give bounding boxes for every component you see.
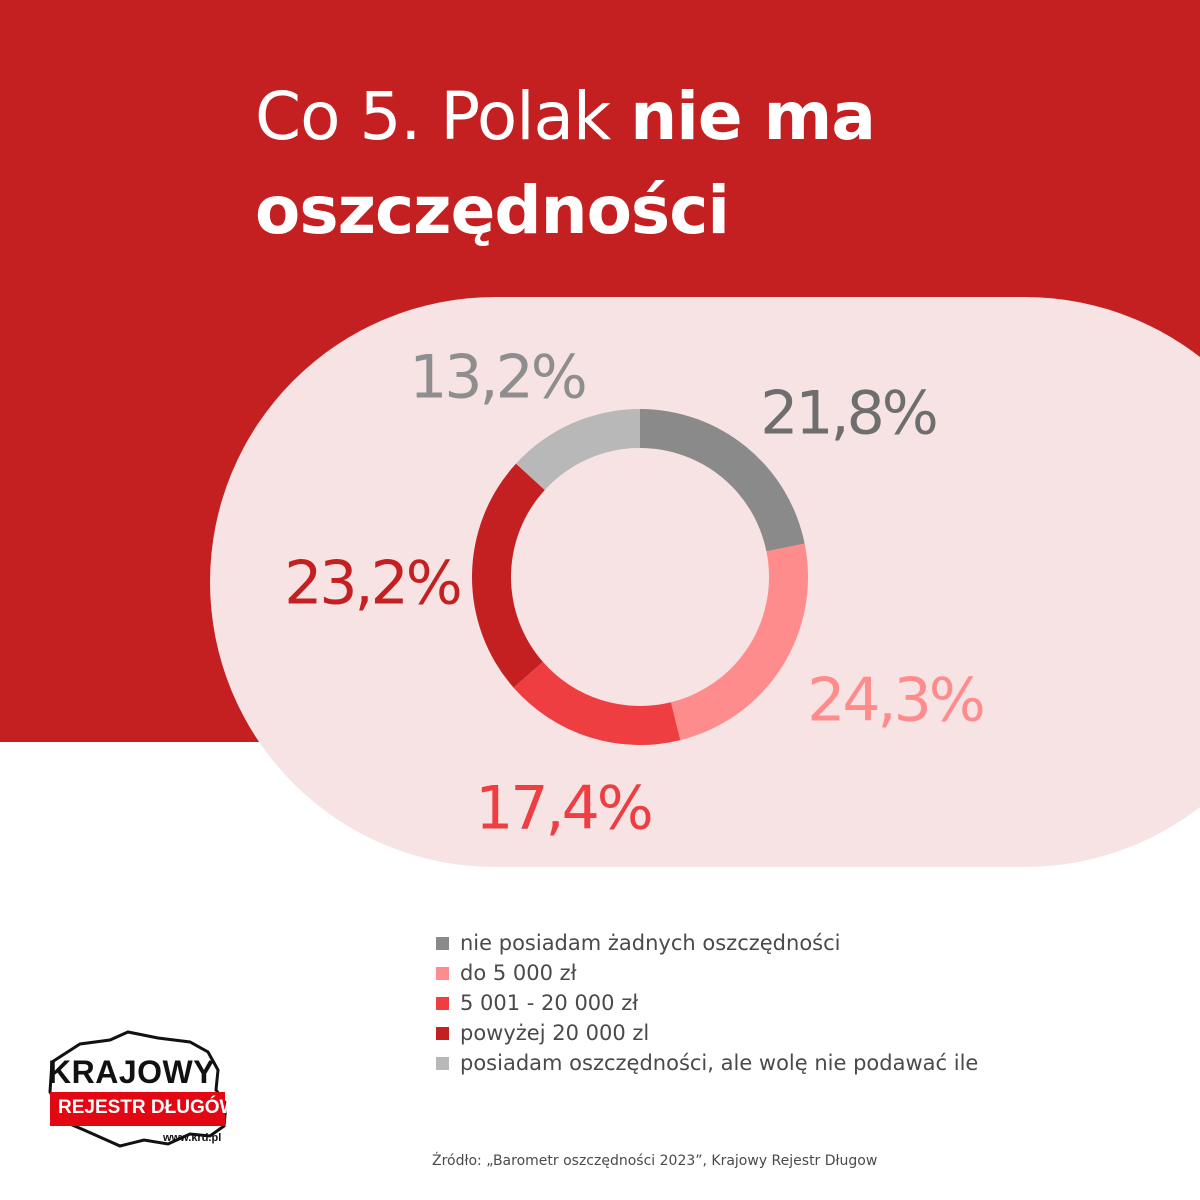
legend-item: 5 001 - 20 000 zł <box>436 988 978 1018</box>
legend-item: posiadam oszczędności, ale wolę nie poda… <box>436 1048 978 1078</box>
slice-percent-label: 24,3% <box>807 666 983 736</box>
slice-percent-label: 17,4% <box>475 774 651 844</box>
slice-percent-label: 21,8% <box>760 379 936 449</box>
legend-swatch <box>436 996 449 1010</box>
logo-text-line1: KRAJOWY <box>48 1054 216 1090</box>
donut-slice <box>513 661 681 745</box>
legend-item: powyżej 20 000 zl <box>436 1018 978 1048</box>
donut-slice <box>516 409 640 490</box>
logo-red-band <box>50 1092 225 1126</box>
donut-slice <box>640 409 805 552</box>
legend-label: nie posiadam żadnych oszczędności <box>460 931 841 955</box>
slice-percent-label: 13,2% <box>409 343 585 413</box>
legend-swatch <box>436 936 449 950</box>
legend-item: do 5 000 zł <box>436 958 978 988</box>
legend-swatch <box>436 966 449 980</box>
legend-label: powyżej 20 000 zl <box>460 1021 650 1045</box>
title-bold-1: nie ma <box>630 78 876 155</box>
page-title: Co 5. Polak nie ma oszczędności <box>255 70 876 258</box>
legend-swatch <box>436 1026 449 1040</box>
title-light: Co 5. Polak <box>255 78 631 155</box>
source-note: Źródło: „Barometr oszczędności 2023”, Kr… <box>432 1153 878 1169</box>
legend-label: do 5 000 zł <box>460 961 577 985</box>
logo-url: www.krd.pl <box>163 1132 222 1144</box>
legend-label: 5 001 - 20 000 zł <box>460 991 639 1015</box>
legend-swatch <box>436 1056 449 1070</box>
donut-slice <box>670 543 808 741</box>
donut-slice <box>472 463 545 688</box>
title-bold-2: oszczędności <box>255 172 730 249</box>
legend-label: posiadam oszczędności, ale wolę nie poda… <box>460 1051 979 1075</box>
legend-item: nie posiadam żadnych oszczędności <box>436 928 978 958</box>
poland-map-icon <box>48 1030 228 1148</box>
logo-text-line2: REJESTR DŁUGÓW <box>58 1097 238 1118</box>
slice-percent-label: 23,2% <box>284 549 460 619</box>
chart-legend: nie posiadam żadnych oszczędności do 5 00… <box>436 928 978 1078</box>
chart-panel <box>210 297 1200 867</box>
